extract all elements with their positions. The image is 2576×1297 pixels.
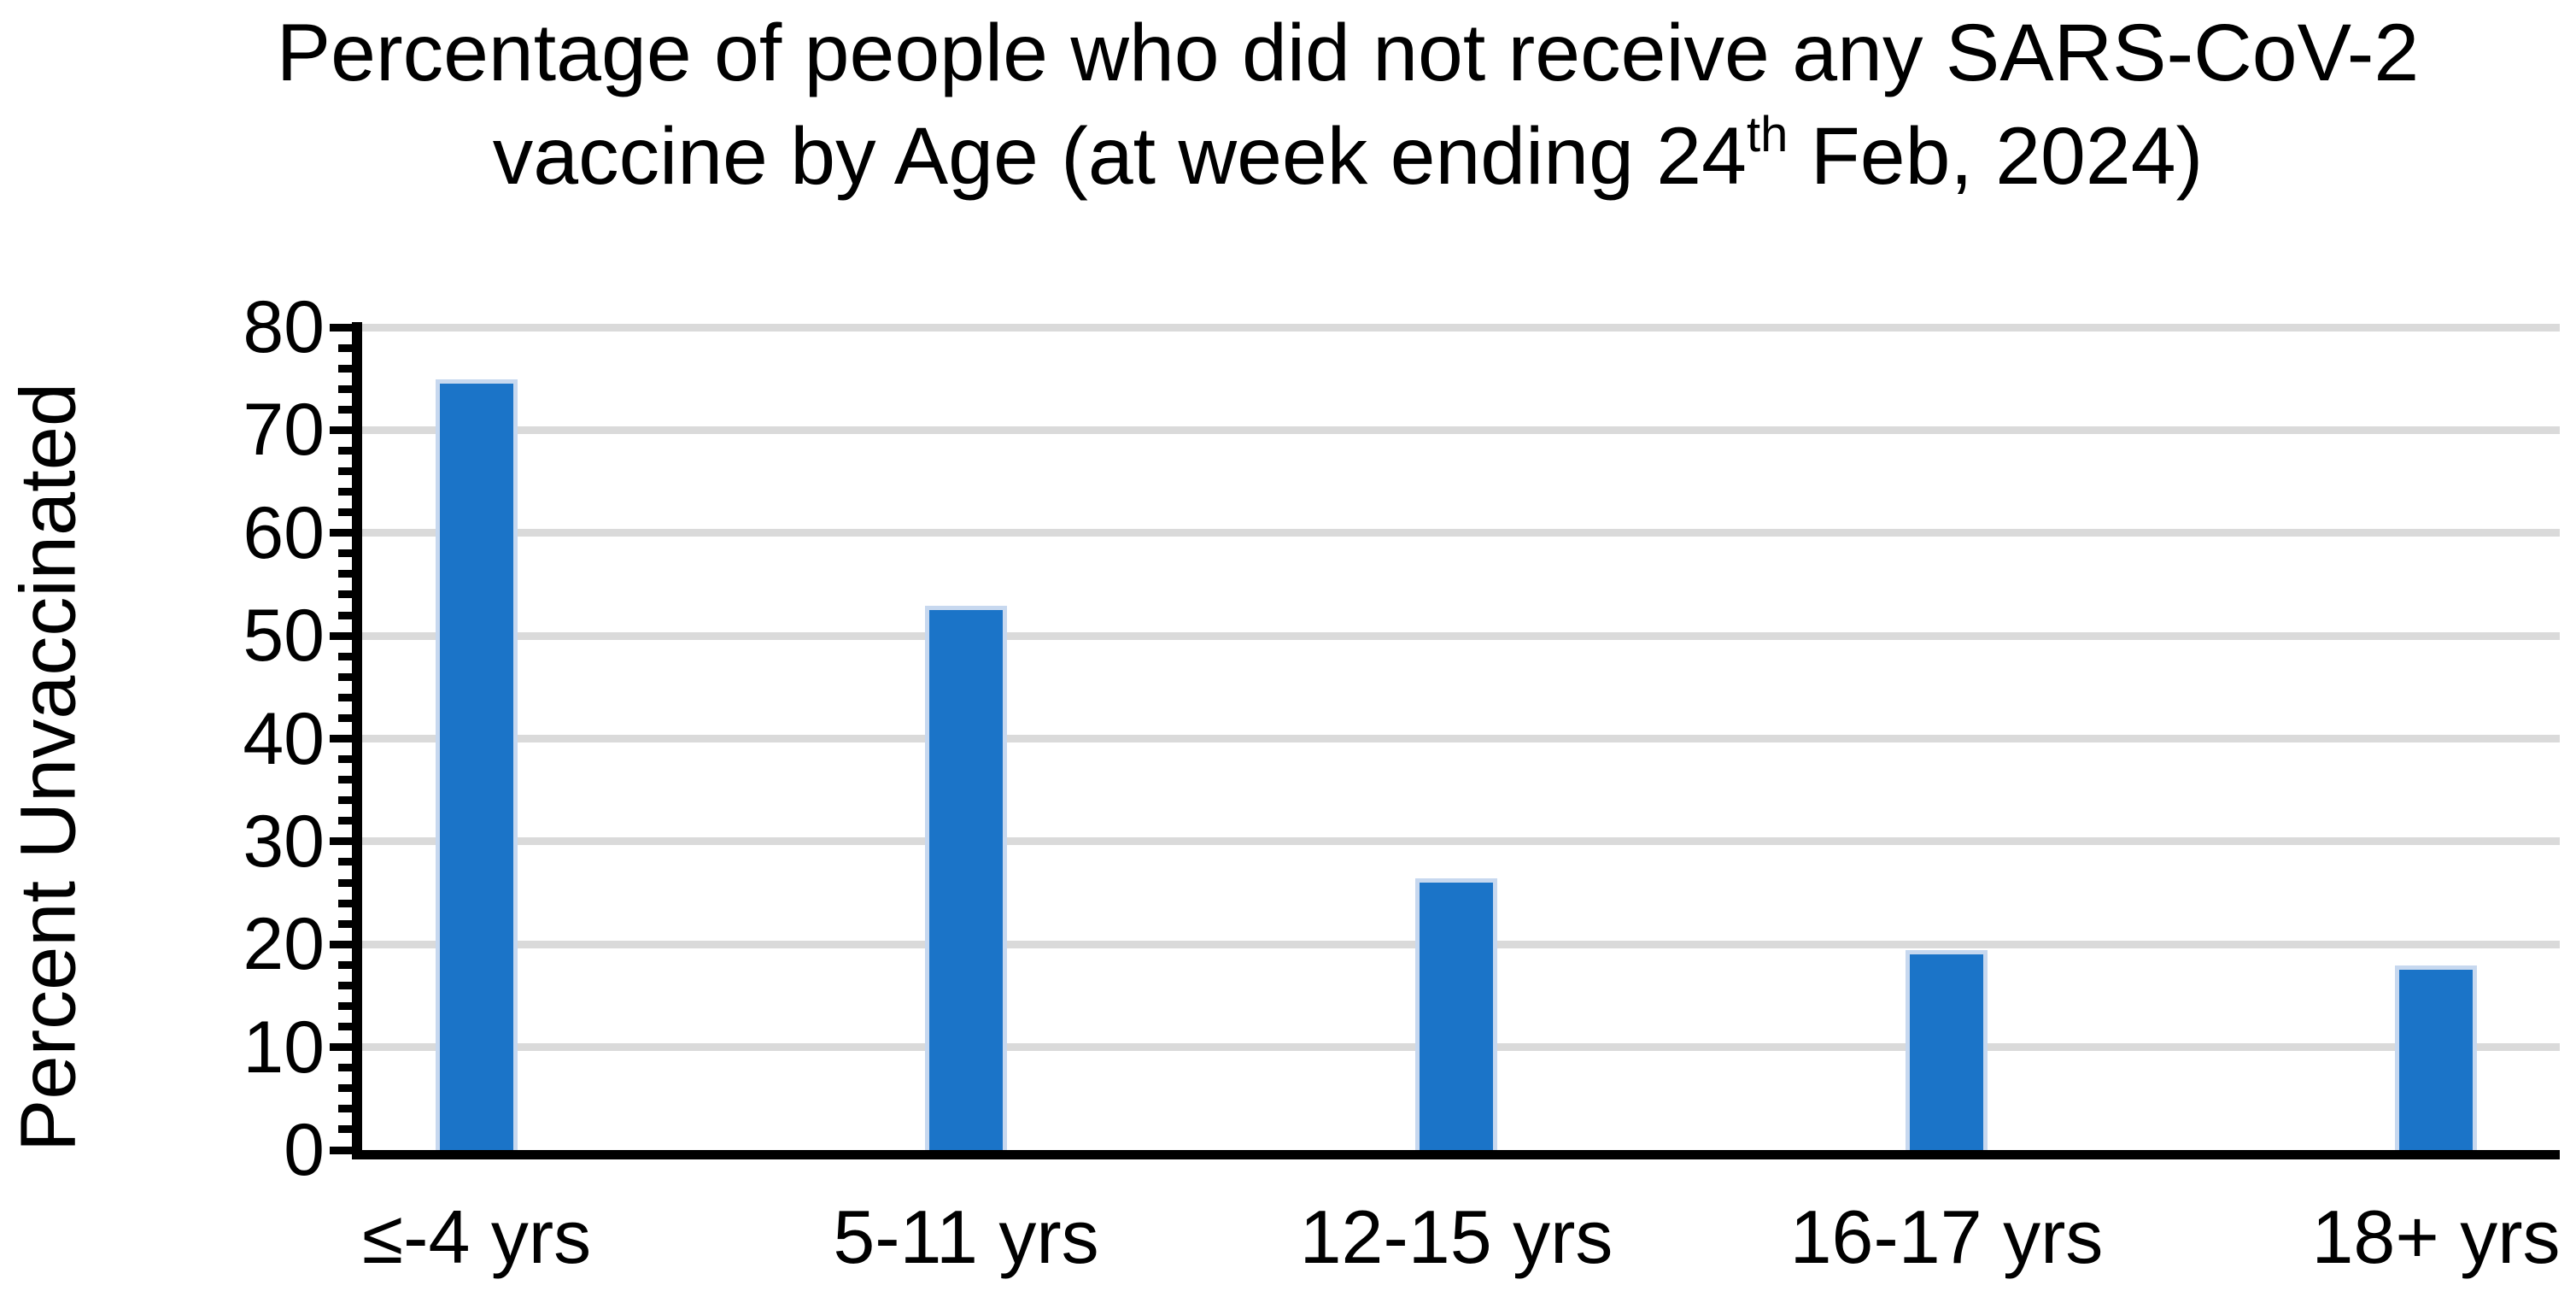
bar-16-17 yrs [1906,950,1988,1150]
minor-tick-72 [338,406,352,414]
major-tick-40 [330,735,352,742]
minor-tick-26 [338,879,352,887]
chart-title-superscript: th [1746,107,1789,162]
y-tick-label-20: 20 [243,903,325,985]
minor-tick-42 [338,714,352,722]
major-tick-80 [330,324,352,332]
major-tick-30 [330,837,352,845]
bar-5-11 yrs [925,606,1007,1150]
major-tick-20 [330,941,352,948]
minor-tick-48 [338,653,352,660]
minor-tick-4 [338,1105,352,1112]
gridline-60 [362,529,2560,537]
minor-tick-58 [338,549,352,557]
y-tick-label-30: 30 [243,801,325,883]
minor-tick-8 [338,1064,352,1071]
chart-title: Percentage of people who did not receive… [128,2,2567,208]
gridline-50 [362,632,2560,640]
y-tick-label-0: 0 [284,1109,325,1191]
major-tick-0 [330,1147,352,1154]
minor-tick-22 [338,920,352,928]
chart-title-line2: vaccine by Age (at week ending 24th Feb,… [492,107,2204,202]
minor-tick-76 [338,365,352,373]
minor-tick-28 [338,858,352,866]
minor-tick-14 [338,1002,352,1010]
minor-tick-32 [338,817,352,825]
x-tick-label-18+ yrs: 18+ yrs [2311,1194,2561,1279]
minor-tick-68 [338,447,352,455]
y-tick-label-50: 50 [243,595,325,677]
minor-tick-6 [338,1084,352,1092]
x-tick-label-16-17 yrs: 16-17 yrs [1789,1194,2104,1279]
major-tick-10 [330,1043,352,1051]
y-tick-label-10: 10 [243,1006,325,1089]
chart-title-line1: Percentage of people who did not receive… [276,8,2420,98]
y-tick-label-40: 40 [243,698,325,780]
minor-tick-64 [338,488,352,496]
x-tick-label-12-15 yrs: 12-15 yrs [1299,1194,1613,1279]
minor-tick-38 [338,755,352,763]
y-tick-label-80: 80 [243,286,325,368]
minor-tick-18 [338,961,352,969]
x-tick-label-≤-4 yrs: ≤-4 yrs [361,1194,592,1279]
major-tick-50 [330,632,352,640]
y-tick-label-70: 70 [243,389,325,471]
minor-tick-78 [338,344,352,352]
minor-tick-36 [338,776,352,783]
minor-tick-62 [338,508,352,516]
gridline-70 [362,426,2560,434]
y-tick-label-60: 60 [243,492,325,574]
minor-tick-12 [338,1023,352,1030]
gridline-40 [362,735,2560,742]
minor-tick-74 [338,385,352,393]
x-tick-label-5-11 yrs: 5-11 yrs [833,1194,1099,1279]
y-axis-line [352,322,362,1159]
minor-tick-52 [338,612,352,619]
minor-tick-24 [338,900,352,907]
minor-tick-34 [338,796,352,804]
minor-tick-44 [338,694,352,701]
minor-tick-46 [338,673,352,681]
bar-18+ yrs [2395,965,2477,1150]
minor-tick-2 [338,1125,352,1133]
minor-tick-66 [338,467,352,475]
x-axis-line [352,1150,2560,1159]
minor-tick-56 [338,570,352,578]
major-tick-70 [330,426,352,434]
gridline-80 [362,324,2560,332]
bar-≤-4 yrs [436,379,518,1150]
gridline-30 [362,837,2560,845]
major-tick-60 [330,529,352,537]
bar-12-15 yrs [1415,878,1497,1150]
minor-tick-16 [338,982,352,989]
minor-tick-54 [338,590,352,598]
